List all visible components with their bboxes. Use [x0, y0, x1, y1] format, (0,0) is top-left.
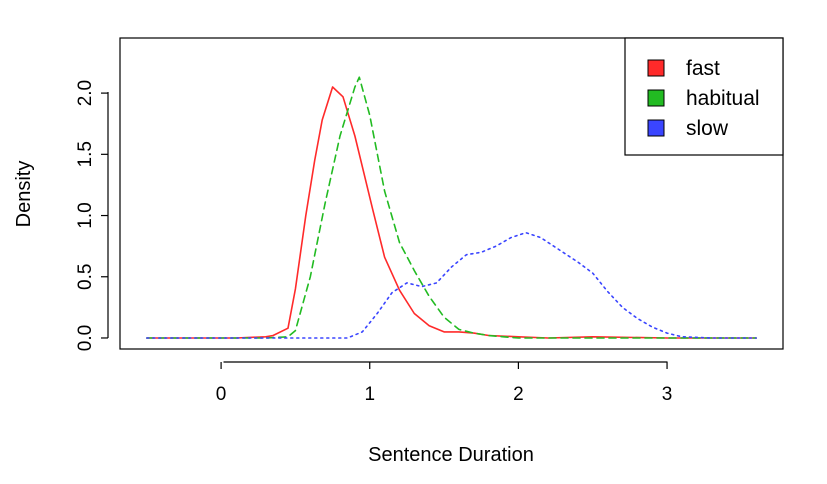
- y-tick-label: 2.0: [75, 80, 96, 106]
- legend-label-fast: fast: [686, 57, 720, 80]
- plot-frame: [119, 37, 784, 350]
- x-tick-label: 3: [662, 384, 673, 405]
- legend-swatch-fast: [647, 59, 665, 77]
- legend-label-habitual: habitual: [686, 87, 760, 110]
- y-axis-label: Density: [13, 161, 35, 228]
- legend-items: fast habitual slow: [647, 57, 760, 140]
- legend-label-slow: slow: [686, 117, 729, 140]
- y-tick-label: 0.5: [75, 264, 96, 290]
- x-tick-label: 1: [364, 384, 375, 405]
- x-axis: 0 1 2 3: [216, 361, 673, 405]
- x-tick-label: 0: [216, 384, 227, 405]
- series-line-habitual: [146, 76, 757, 339]
- x-axis-label: Sentence Duration: [368, 444, 534, 466]
- legend-swatch-slow: [647, 119, 665, 137]
- legend-swatch-habitual: [647, 89, 665, 107]
- series-line-fast: [146, 86, 757, 339]
- y-tick-label: 1.5: [75, 141, 96, 167]
- x-tick-label: 2: [513, 384, 524, 405]
- legend: fast habitual slow: [624, 37, 784, 156]
- series-line-slow: [146, 231, 757, 339]
- series-lines: [146, 76, 757, 339]
- y-tick-label: 0.0: [75, 325, 96, 351]
- y-axis: 0.0 0.5 1.0 1.5 2.0: [75, 80, 109, 351]
- y-tick-label: 1.0: [75, 202, 96, 228]
